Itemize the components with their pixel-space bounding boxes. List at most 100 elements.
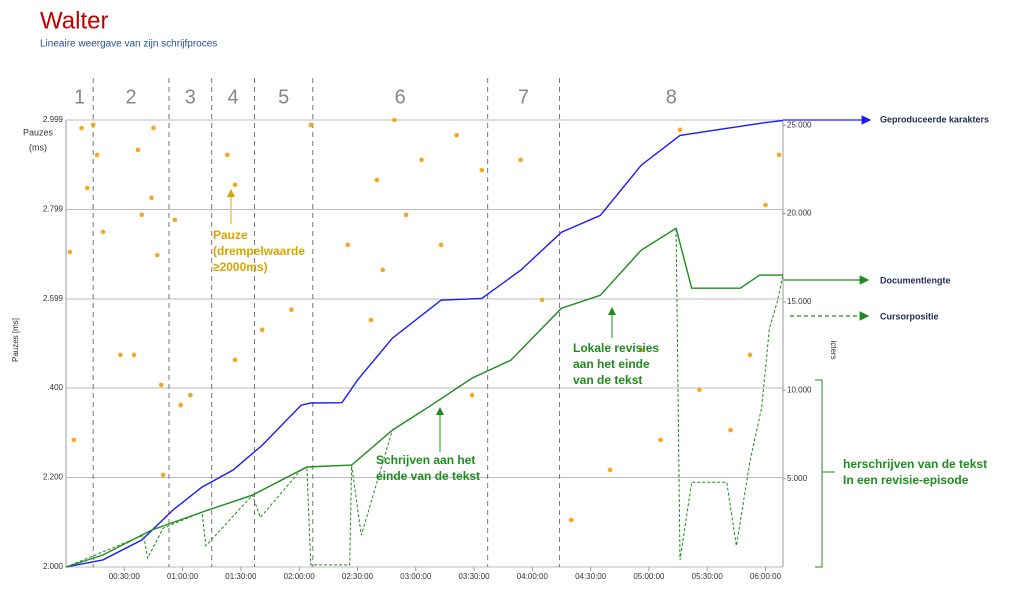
phase-label: 4 [228, 86, 239, 108]
pause-point [374, 177, 380, 183]
pause-point [568, 517, 574, 523]
y-tick-label: 2.799 [43, 205, 64, 214]
series-line [65, 119, 784, 568]
y-tick-label: 2.000 [43, 562, 64, 571]
x-tick-label: 04:30:00 [575, 572, 607, 581]
pause-point [438, 242, 444, 248]
y2-tick-label: 25.000 [787, 120, 812, 129]
annotation: Schrijven aan het [376, 453, 475, 467]
phase-label: 5 [278, 86, 289, 108]
annotation: Pauze [213, 228, 248, 242]
pause-point [71, 437, 77, 443]
pause-point [289, 307, 294, 313]
pause-point [677, 127, 683, 133]
annotation: herschrijven van de tekst [843, 457, 987, 471]
pause-point [728, 427, 733, 433]
phase-label: 1 [74, 86, 85, 108]
pause-point [776, 152, 782, 158]
pause-point [380, 267, 386, 273]
phase-label: 8 [666, 86, 677, 108]
x-tick-label: 03:00:00 [400, 572, 432, 581]
pause-point [697, 387, 702, 393]
annotation: aan het einde [573, 357, 650, 371]
pause-point [232, 182, 238, 188]
phase-label: 2 [126, 86, 137, 108]
y-tick-label: 2.200 [43, 473, 64, 482]
pause-point [539, 297, 545, 303]
pause-point [469, 392, 475, 398]
x-tick-label: 02:00:00 [284, 572, 316, 581]
legend-label: Cursorpositie [880, 311, 939, 321]
pause-point [403, 212, 409, 218]
annotation: Lokale revisies [573, 341, 659, 355]
y2-tick-label: 5.000 [787, 474, 808, 483]
pause-point [518, 157, 523, 163]
phase-label: 3 [185, 86, 196, 108]
pause-point [607, 467, 613, 473]
phase-label: 6 [395, 86, 406, 108]
annotation: (drempelwaarde [213, 244, 305, 258]
chart-title: Walter [40, 7, 108, 34]
x-tick-label: 00:30:00 [109, 572, 141, 581]
pause-point [158, 382, 164, 388]
y-axis-label: (ms) [29, 142, 47, 152]
pause-point [178, 402, 183, 408]
pause-point [155, 252, 160, 258]
phase-label: 7 [518, 86, 529, 108]
pause-point [67, 249, 73, 255]
y-tick-label: 2.599 [43, 294, 64, 303]
pause-point [419, 157, 424, 163]
pause-point [90, 122, 96, 128]
pause-point [131, 352, 137, 358]
pause-point [763, 202, 768, 208]
pause-point [747, 352, 753, 358]
x-tick-label: 03:30:00 [458, 572, 490, 581]
annotation: In een revisie-episode [843, 473, 969, 487]
pause-point [149, 195, 154, 201]
pause-point [454, 132, 459, 138]
pause-point [151, 125, 156, 131]
pause-point [479, 167, 485, 173]
pause-point [345, 242, 351, 248]
arrows [227, 115, 872, 568]
x-tick-label: 06:00:00 [750, 572, 782, 581]
x-tick-label: 04:00:00 [517, 572, 549, 581]
legend-label: Documentlengte [880, 275, 951, 285]
chart-subtitle: Lineaire weergave van zijn schrijfproces [40, 39, 217, 50]
y2-axis-label: icters [829, 340, 838, 359]
pause-point [224, 152, 230, 158]
pause-point [259, 327, 265, 333]
y2-tick-label: 10.000 [787, 385, 812, 394]
pause-point [368, 317, 374, 323]
annotation: einde van de tekst [376, 469, 480, 483]
y2-tick-label: 15.000 [787, 297, 812, 306]
pause-point [139, 212, 145, 218]
pause-point [100, 229, 106, 235]
pause-point [94, 152, 100, 158]
legend-label: Geproduceerde karakters [880, 114, 989, 124]
pause-point [308, 122, 314, 128]
y-axis-label: Pauzes [ms] [11, 318, 20, 362]
pause-point [79, 125, 84, 131]
pause-point [638, 347, 644, 353]
annotation: ≥2000ms) [213, 260, 268, 274]
pause-point [392, 117, 397, 123]
annotation: van de tekst [573, 373, 642, 387]
x-tick-label: 02:30:00 [342, 572, 374, 581]
x-tick-label: 05:30:00 [692, 572, 724, 581]
series-line [65, 227, 784, 568]
y-tick-label: .400 [47, 383, 63, 392]
pause-point [172, 217, 178, 223]
pause-point [232, 357, 238, 363]
pause-point [135, 147, 141, 153]
y2-tick-label: 20.000 [787, 209, 812, 218]
y-tick-label: 2.999 [43, 115, 64, 124]
x-tick-label: 05:00:00 [633, 572, 665, 581]
x-tick-label: 01:00:00 [167, 572, 199, 581]
pause-point [118, 352, 123, 358]
y-axis-label: Pauzes [23, 127, 54, 137]
series-line [65, 227, 783, 568]
pause-point [160, 472, 166, 478]
pause-point [85, 185, 90, 191]
